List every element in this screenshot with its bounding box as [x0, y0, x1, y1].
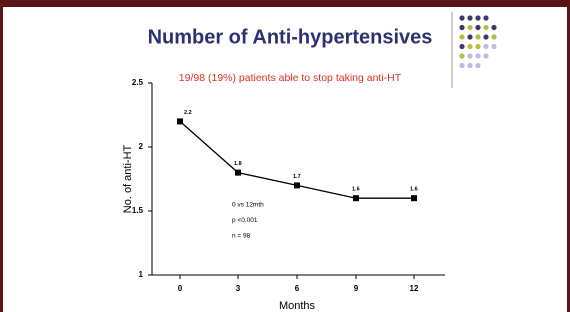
x-tick-label: 12 [410, 284, 419, 293]
x-tick-label: 0 [178, 284, 183, 293]
dot [475, 34, 480, 39]
marker [411, 195, 417, 201]
dot [475, 53, 480, 58]
dot [483, 53, 488, 58]
annotation: n = 98 [232, 233, 251, 240]
dot [467, 34, 472, 39]
y-tick-label: 2.5 [132, 78, 144, 87]
chart-subtitle: 19/98 (19%) patients able to stop taking… [179, 72, 402, 84]
data-label: 1.7 [293, 174, 301, 180]
y-tick-label: 1 [139, 270, 144, 279]
dot [491, 25, 496, 30]
y-axis-label: No. of anti-HT [122, 144, 134, 213]
dot [459, 34, 464, 39]
data-label: 1.6 [352, 187, 360, 193]
chart-title: Number of Anti-hypertensives [148, 26, 433, 48]
marker [353, 195, 359, 201]
x-tick-label: 3 [236, 284, 241, 293]
marker [177, 118, 183, 124]
y-tick-label: 2 [139, 142, 144, 151]
dot [475, 15, 480, 20]
annotation: p <0.001 [232, 217, 258, 224]
left-border [0, 0, 3, 312]
dot [491, 34, 496, 39]
dot [459, 53, 464, 58]
dot [459, 25, 464, 30]
dot [475, 63, 480, 68]
x-tick-label: 6 [295, 284, 300, 293]
dot [483, 15, 488, 20]
dot [467, 25, 472, 30]
marker [294, 182, 300, 188]
slide: Number of Anti-hypertensives 19/98 (19%)… [0, 0, 570, 312]
dot [483, 34, 488, 39]
x-tick-label: 9 [354, 284, 359, 293]
dot [459, 63, 464, 68]
dot [459, 15, 464, 20]
dot [467, 44, 472, 49]
annotation: 0 vs 12mth [232, 202, 264, 209]
marker [235, 170, 241, 176]
data-label: 1.8 [234, 161, 242, 167]
dot [459, 44, 464, 49]
y-tick-label: 1.5 [132, 206, 144, 215]
dot [483, 44, 488, 49]
data-label: 1.6 [410, 187, 418, 193]
x-axis-label: Months [279, 300, 316, 312]
dot [475, 25, 480, 30]
dot [483, 25, 488, 30]
dot [467, 53, 472, 58]
dot [467, 63, 472, 68]
dot [491, 44, 496, 49]
data-label: 2.2 [184, 110, 192, 116]
top-bar [0, 0, 570, 7]
dot [475, 44, 480, 49]
dot [467, 15, 472, 20]
